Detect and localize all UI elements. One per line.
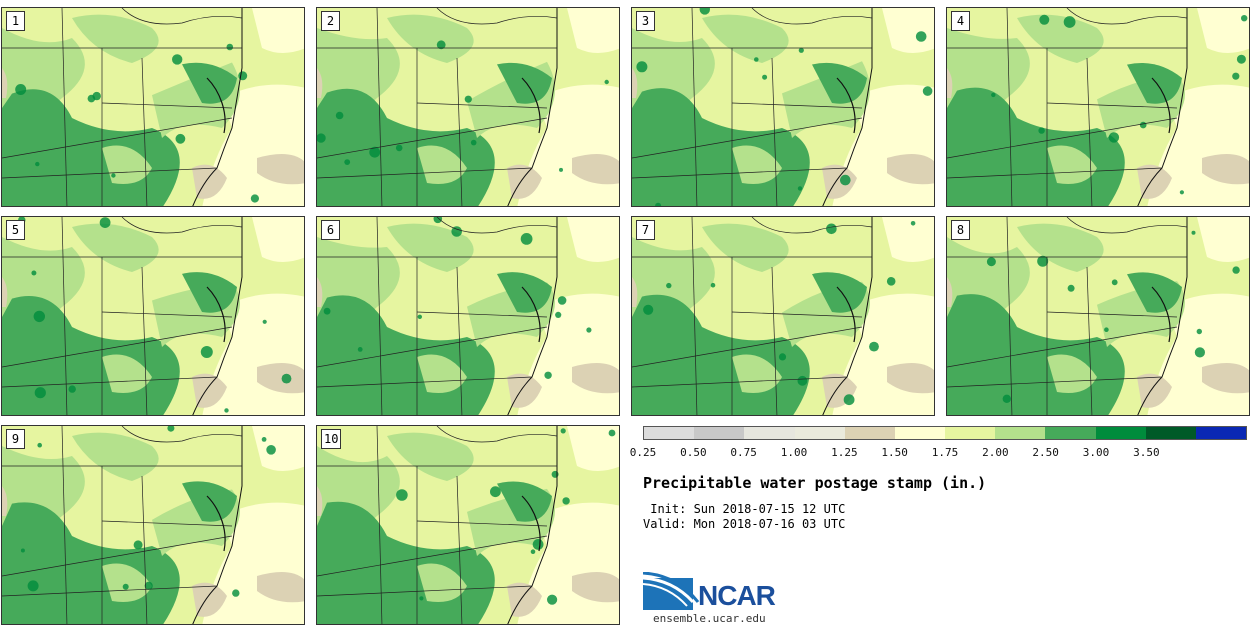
colorbar-tick: 2.50	[1032, 446, 1059, 459]
colorbar-tick: 0.75	[730, 446, 757, 459]
ncar-wordmark: NCAR	[698, 580, 776, 611]
colorbar-swatch	[844, 427, 895, 439]
precip-map	[2, 8, 304, 206]
precip-map	[317, 217, 619, 415]
member-label: 1	[6, 11, 25, 31]
site-url: ensemble.ucar.edu	[653, 612, 766, 625]
legend-title: Precipitable water postage stamp (in.)	[643, 474, 987, 492]
member-label: 8	[951, 220, 970, 240]
map-panel-2: 2	[316, 7, 620, 207]
map-panel-6: 6	[316, 216, 620, 416]
map-panel-10: 10	[316, 425, 620, 625]
colorbar-swatch	[1145, 427, 1196, 439]
precip-map	[2, 217, 304, 415]
precip-map	[632, 217, 934, 415]
map-panel-8: 8	[946, 216, 1250, 416]
colorbar-tick: 2.00	[982, 446, 1009, 459]
member-label: 7	[636, 220, 655, 240]
map-panel-7: 7	[631, 216, 935, 416]
colorbar-swatch	[744, 427, 795, 439]
member-label: 5	[6, 220, 25, 240]
colorbar-tick: 3.00	[1082, 446, 1110, 459]
colorbar-swatch	[1095, 427, 1146, 439]
colorbar-swatch	[1045, 427, 1096, 439]
member-label: 3	[636, 11, 655, 31]
ncar-logo-icon	[643, 572, 700, 610]
member-label: 9	[6, 429, 25, 449]
colorbar-swatch	[794, 427, 845, 439]
member-label: 2	[321, 11, 340, 31]
colorbar	[643, 426, 1247, 440]
precip-map	[317, 426, 619, 624]
map-panel-3: 3	[631, 7, 935, 207]
colorbar-swatch	[1195, 427, 1247, 439]
member-label: 6	[321, 220, 340, 240]
colorbar-tick: 1.25	[831, 446, 858, 459]
colorbar-swatch	[644, 427, 695, 439]
map-panel-9: 9	[1, 425, 305, 625]
member-label: 10	[321, 429, 342, 449]
colorbar-tick: 1.50	[881, 446, 908, 459]
colorbar-swatch	[694, 427, 745, 439]
colorbar-swatch	[945, 427, 996, 439]
precip-map	[947, 217, 1249, 415]
precip-map	[2, 426, 304, 624]
colorbar-swatch	[894, 427, 946, 439]
colorbar-tick: 1.75	[931, 446, 959, 459]
valid-time: Valid: Mon 2018-07-16 03 UTC	[643, 517, 846, 531]
colorbar-tick: 1.00	[780, 446, 808, 459]
colorbar-tick: 0.25	[629, 446, 657, 459]
precip-map	[632, 8, 934, 206]
colorbar-swatch	[995, 427, 1046, 439]
map-panel-4: 4	[946, 7, 1250, 207]
colorbar-tick: 3.50	[1133, 446, 1160, 459]
map-panel-5: 5	[1, 216, 305, 416]
init-time: Init: Sun 2018-07-15 12 UTC	[643, 502, 846, 516]
colorbar-tick: 0.50	[680, 446, 707, 459]
member-label: 4	[951, 11, 970, 31]
precip-map	[947, 8, 1249, 206]
precip-map	[317, 8, 619, 206]
map-panel-1: 1	[1, 7, 305, 207]
